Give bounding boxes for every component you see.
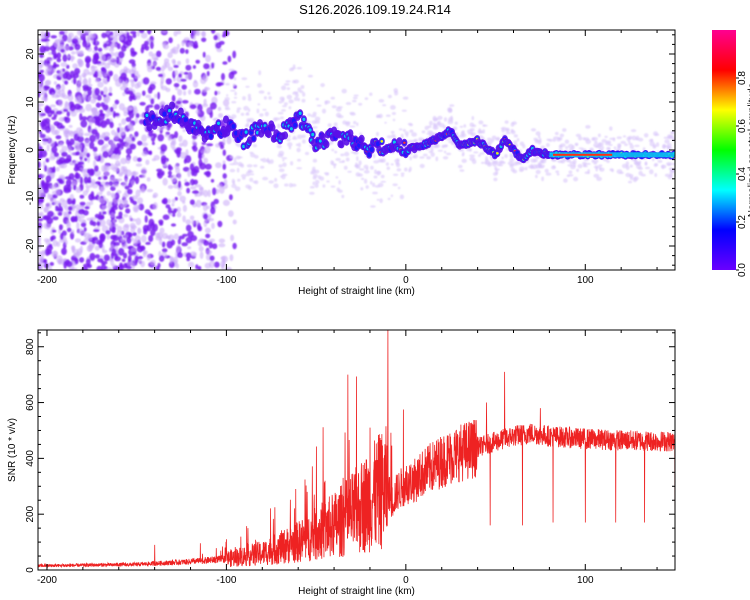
y-tick-label: 800 (25, 338, 36, 355)
colorbar-tick-label: 0.6 (737, 119, 748, 133)
colorbar-tick-label: 0.4 (737, 167, 748, 181)
y-tick-label: 10 (25, 96, 36, 108)
colorbar-tick-label: 0.0 (737, 263, 748, 277)
y-tick-label: -10 (25, 190, 36, 205)
y-tick-label: 400 (25, 450, 36, 467)
spectrogram-image (38, 30, 675, 270)
chart-title: S126.2026.109.19.24.R14 (299, 2, 451, 17)
snr-plot: -200 -100 0 100 0 200 400 600 800 Height of strai… (7, 329, 676, 597)
spectrogram-scatter (38, 30, 675, 270)
x-tick-label: 100 (577, 275, 594, 286)
y-tick-label: 0 (25, 147, 36, 153)
y-tick-label: 20 (25, 48, 36, 60)
y-tick-label: 200 (25, 505, 36, 522)
x-axis-label: Height of straight line (km) (298, 286, 415, 297)
x-tick-label: 0 (403, 275, 409, 286)
y-tick-label: 600 (25, 394, 36, 411)
x-tick-label: -100 (216, 275, 236, 286)
y-tick-label: 0 (25, 567, 36, 573)
x-tick-label: -100 (216, 575, 236, 586)
y-axis-label: SNR (10 * v/v) (7, 418, 18, 482)
colorbar-gradient (712, 30, 736, 270)
tail-core (553, 153, 613, 156)
snr-line (38, 330, 675, 569)
y-tick-label: -20 (25, 238, 36, 253)
x-tick-label: 100 (577, 575, 594, 586)
colorbar-tick-label: 0.8 (737, 71, 748, 85)
x-tick-label: -200 (37, 575, 57, 586)
colorbar-label: Normalized spectral amplitude (747, 82, 750, 217)
y-axis-label: Frequency (Hz) (7, 116, 18, 185)
snr-series (38, 330, 675, 569)
spectrogram-ridge (142, 101, 675, 164)
x-axis-label: Height of straight line (km) (298, 586, 415, 597)
x-tick-label: -200 (37, 275, 57, 286)
x-tick-label: 0 (403, 575, 409, 586)
colorbar-tick-label: 0.2 (737, 215, 748, 229)
snr-frame (37, 329, 676, 571)
